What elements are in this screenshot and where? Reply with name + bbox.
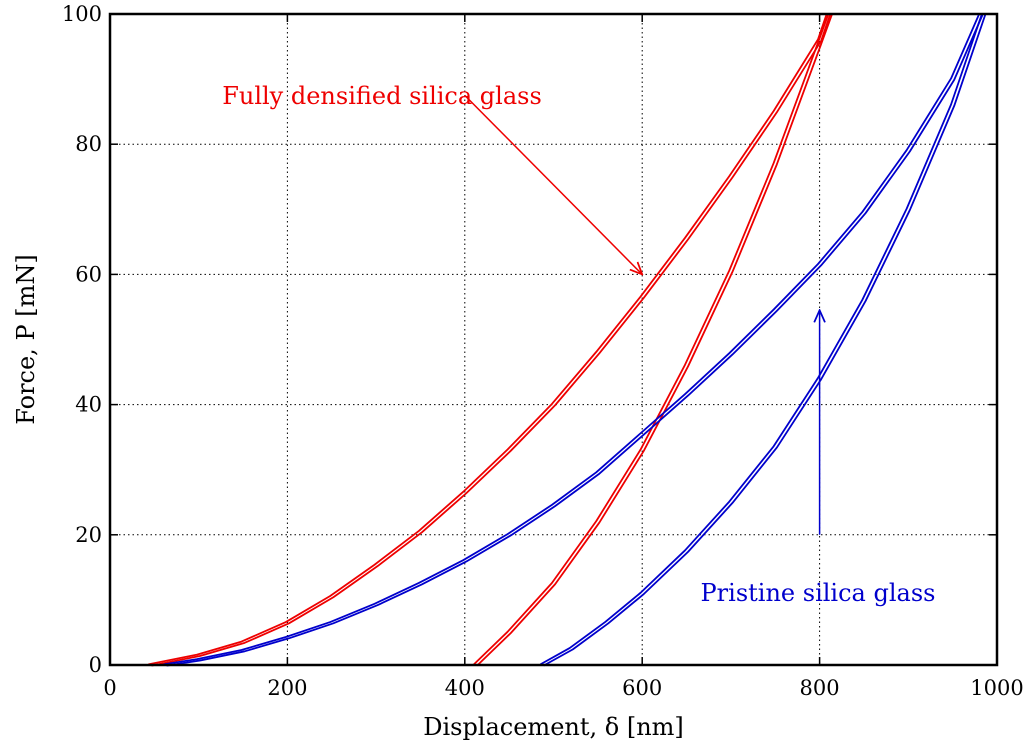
plot-frame	[108, 12, 999, 667]
annotations: Fully densified silica glass Pristine sil…	[222, 82, 935, 607]
x-tick-label: 200	[267, 676, 307, 700]
grid	[110, 14, 997, 665]
axes: 0 200 400 600 800 1000 0 20 40 60 80 100	[62, 2, 1024, 700]
pristine-unloading-curve	[539, 13, 987, 667]
x-tick-label: 400	[445, 676, 485, 700]
densified-unloading-line	[476, 14, 833, 667]
pristine-loading-line	[166, 14, 984, 667]
annotation-densified-arrow	[464, 94, 642, 274]
annotation-densified-label: Fully densified silica glass	[222, 82, 542, 110]
pristine-loading-line	[163, 13, 981, 666]
x-tick-label: 0	[103, 676, 116, 700]
x-tick-label: 1000	[970, 676, 1023, 700]
y-tick-label: 0	[89, 653, 102, 677]
densified-loading-curve	[148, 13, 831, 667]
densified-unloading-line	[473, 13, 830, 666]
densified-loading-line	[151, 14, 831, 667]
x-tick-label: 600	[622, 676, 662, 700]
y-tick-label: 80	[75, 132, 102, 156]
y-tick-label: 60	[75, 262, 102, 286]
x-tick-label: 800	[800, 676, 840, 700]
densified-loading-line	[148, 13, 828, 666]
annotation-pristine-label: Pristine silica glass	[701, 579, 936, 607]
densified-unloading-curve	[473, 13, 833, 667]
pristine-loading-curve	[163, 13, 984, 667]
y-tick-label: 40	[75, 393, 102, 417]
plot-area	[148, 13, 987, 667]
pristine-unloading-line	[539, 13, 983, 666]
y-tick-label: 20	[75, 523, 102, 547]
y-axis-title: Force, P [mN]	[12, 254, 40, 424]
pristine-unloading-line	[543, 14, 987, 667]
y-tick-label: 100	[62, 2, 102, 26]
x-axis-title: Displacement, δ [nm]	[423, 713, 684, 741]
